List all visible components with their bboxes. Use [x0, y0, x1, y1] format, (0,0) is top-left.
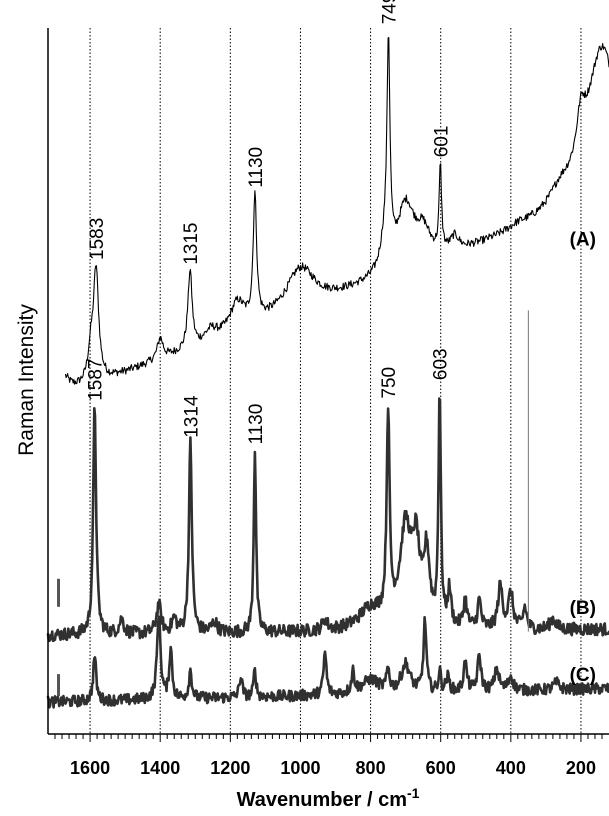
spectra: [46, 36, 609, 709]
x-axis-ticks: 1600 1400 1200 1000 800 600 400 200: [54, 734, 603, 778]
x-tick-label-1600: 1600: [70, 758, 110, 778]
x-tick-label-1400: 1400: [140, 758, 180, 778]
peak-label-b-1130: 1130: [246, 404, 267, 445]
peak-label-b-603: 603: [431, 348, 452, 380]
series-label-c: (C): [570, 665, 596, 686]
series-label-b: (B): [570, 598, 596, 619]
axes: 1600 1400 1200 1000 800 600 400 200 Raman Inten…: [15, 28, 609, 811]
y-axis-title: Raman Intensity: [15, 304, 38, 456]
x-tick-label-400: 400: [496, 758, 526, 778]
peak-labels: 1583 1315 1130 749 601 1587 1314 1130 750 603: [86, 0, 453, 445]
series-labels: (A) (B) (C): [570, 229, 596, 686]
peak-label-a-1315: 1315: [181, 223, 202, 265]
x-tick-label-1200: 1200: [210, 758, 250, 778]
series-label-a: (A): [570, 229, 596, 250]
x-tick-label-600: 600: [426, 758, 456, 778]
x-axis-title: Wavenumber / cm-1: [237, 785, 420, 811]
peak-label-a-601: 601: [431, 126, 452, 158]
markers: [57, 310, 529, 697]
series-c-line: [46, 615, 609, 709]
series-a-line: [64, 36, 609, 385]
peak-label-a-1583: 1583: [87, 218, 108, 260]
peak-label-b-750: 750: [379, 367, 400, 399]
x-axis-title-superscript: -1: [407, 785, 420, 801]
x-tick-label-800: 800: [356, 758, 386, 778]
x-tick-label-200: 200: [566, 758, 596, 778]
x-tick-label-1000: 1000: [280, 758, 320, 778]
peak-label-b-1314: 1314: [181, 395, 202, 438]
series-b-line: [46, 397, 609, 643]
peak-label-b-1587: 1587: [86, 359, 107, 401]
peak-label-a-1130: 1130: [246, 147, 267, 188]
peak-label-a-749: 749: [379, 0, 400, 24]
